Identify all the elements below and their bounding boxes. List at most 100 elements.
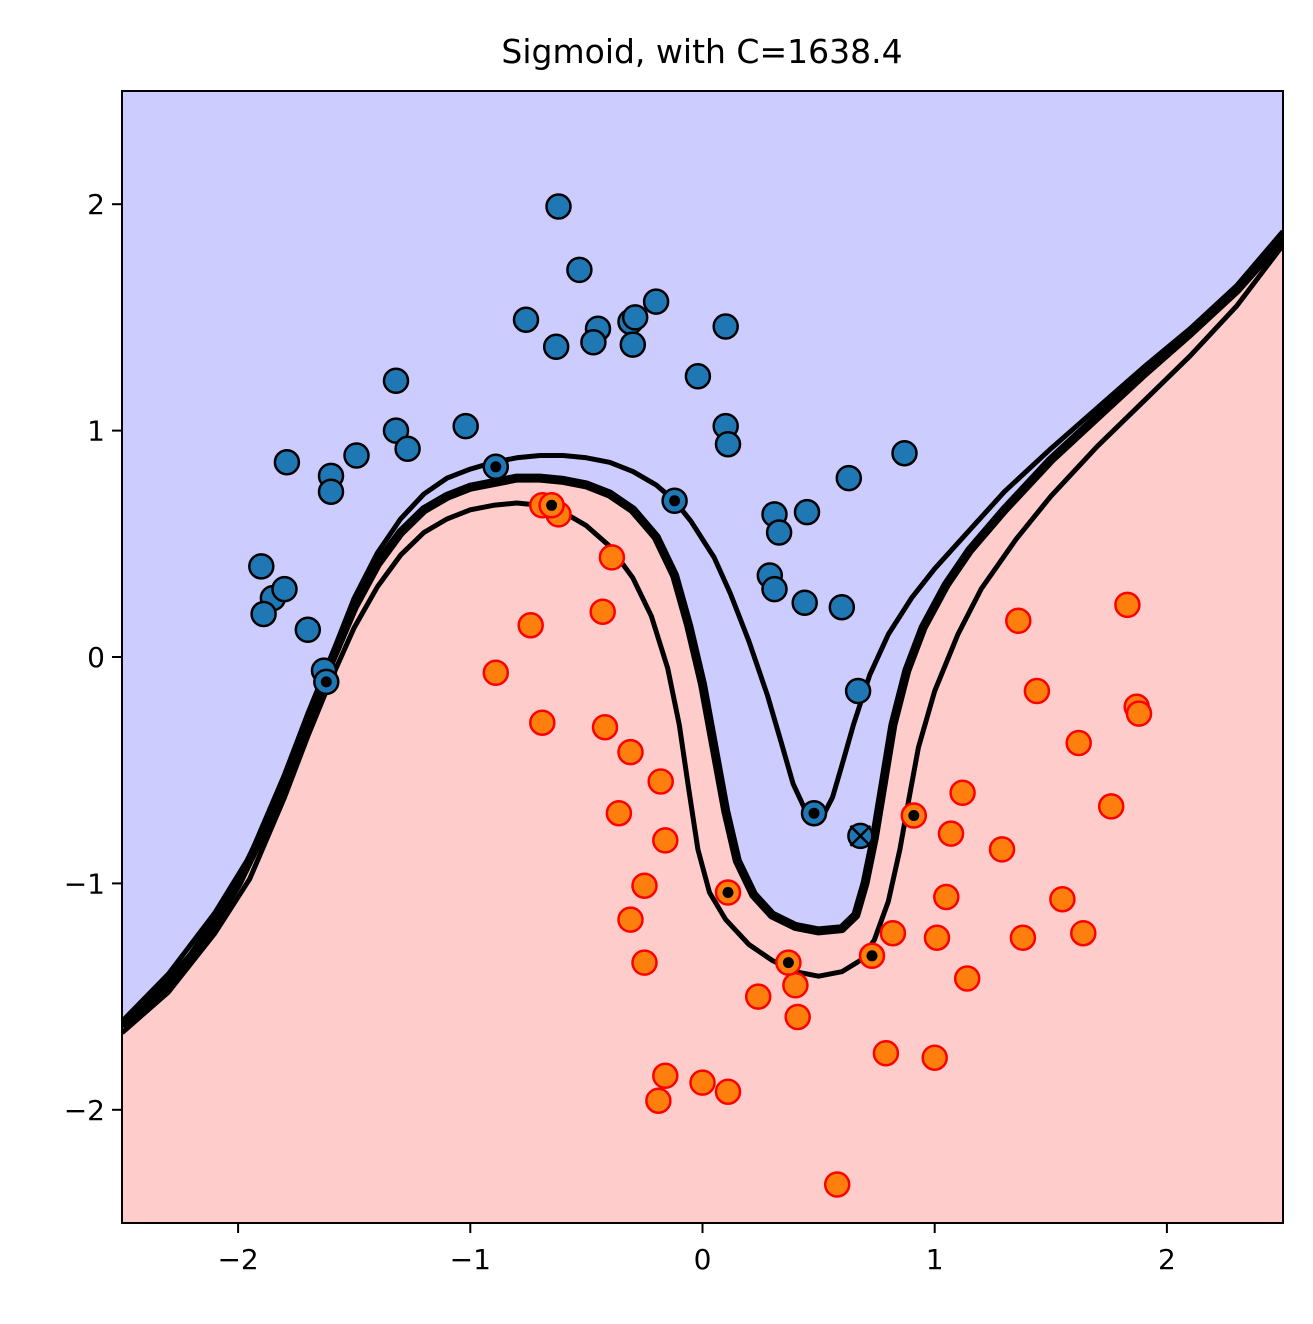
class-0-point [684, 363, 712, 390]
class-1-point [647, 768, 674, 795]
class-0-point [545, 193, 572, 220]
class-0-point [761, 575, 788, 603]
support-vector-center [669, 495, 681, 507]
class-1-point [823, 1171, 851, 1198]
class-0-point [394, 435, 421, 462]
class-1-point [631, 872, 658, 899]
class-1-point [879, 919, 907, 947]
class-0-point [566, 256, 593, 284]
class-0-point [791, 589, 818, 616]
lower-margin-line [122, 243, 1283, 1035]
class-1-point [617, 738, 644, 766]
support-vector-center [782, 957, 794, 969]
decision-boundary-line [122, 235, 1283, 1030]
class-1-point [953, 965, 981, 992]
class-0-point [382, 367, 410, 395]
y-tick-label: −1 [64, 867, 105, 900]
support-vector-center [490, 461, 502, 473]
class-1-point [1023, 677, 1051, 705]
misclassified-marker [847, 822, 874, 850]
x-tick-label: −1 [450, 1243, 491, 1276]
class-1-point [949, 779, 976, 807]
class-0-point [793, 498, 821, 526]
class-1-point [872, 1039, 900, 1067]
support-vector-center [320, 676, 332, 688]
class-0-point [343, 442, 370, 469]
class-1-point [1065, 729, 1092, 757]
class-0-point [621, 304, 649, 331]
class-0-point [580, 329, 607, 356]
class-1-point [1009, 924, 1037, 951]
class-0-point [271, 575, 298, 603]
class-1-point [1005, 607, 1032, 635]
upper-margin-line [122, 229, 1283, 1024]
class-0-point [273, 449, 301, 476]
class-1-point [1049, 885, 1076, 913]
class-0-point [294, 616, 322, 644]
y-tick-label: 2 [87, 188, 105, 221]
y-tick-label: −2 [64, 1094, 105, 1127]
support-vector-center [908, 810, 920, 821]
upper-region [122, 91, 1283, 1026]
class-0-point [248, 553, 275, 580]
x-axis: −2 −1 0 1 2 [217, 1223, 1176, 1276]
class-1-point [598, 544, 626, 571]
boundary-lines [122, 229, 1283, 1035]
lower-region [122, 238, 1283, 1223]
support-vector-center [866, 950, 878, 962]
x-tick-label: 0 [694, 1243, 712, 1276]
class-1-point [652, 827, 679, 854]
class-0-point [642, 288, 670, 315]
class-1-point [591, 713, 619, 741]
class-1-point [714, 1078, 742, 1105]
class-1-point [782, 972, 809, 999]
y-tick-label: 1 [87, 415, 105, 448]
class-1-point [784, 1003, 811, 1031]
class-0-point [844, 677, 872, 705]
class-1-point [529, 709, 556, 736]
support-vector-center [722, 887, 734, 898]
class-0-point [891, 439, 918, 467]
class-1-point [589, 598, 616, 625]
class-0-point [317, 478, 345, 505]
class-1-point [689, 1069, 716, 1096]
class-1-point [631, 949, 658, 976]
class-1-point [605, 799, 633, 827]
class-1-point [517, 612, 544, 639]
class-0-point [712, 313, 739, 340]
class-1-point [482, 659, 510, 687]
support-vector-center [808, 807, 820, 819]
class-0-point [765, 519, 793, 546]
class-1-point [1097, 793, 1125, 820]
class-0-point [619, 331, 647, 358]
y-axis: −2 −1 0 1 2 [64, 188, 122, 1127]
class-1-point [1114, 591, 1141, 619]
chart-title: Sigmoid, with C=1638.4 [501, 32, 902, 71]
class-1-point [652, 1062, 679, 1090]
x-tick-label: 2 [1158, 1243, 1176, 1276]
class-1-point [645, 1087, 672, 1114]
x-tick-label: −2 [217, 1243, 258, 1276]
support-vectors [313, 453, 928, 976]
class-0-point [512, 306, 540, 333]
class-1-point [988, 836, 1016, 863]
class-0-point [828, 593, 856, 621]
class-1-point [617, 906, 644, 933]
class-0-point [835, 464, 863, 492]
class-0-point [250, 600, 277, 628]
class-1-point [744, 983, 772, 1010]
class-1-point [923, 924, 951, 951]
class-0-point [714, 430, 742, 458]
class-1-point [933, 883, 960, 911]
class-1-point [937, 820, 965, 847]
class-1-point [1125, 700, 1153, 727]
support-vector-center [546, 499, 558, 511]
class-0-point [452, 412, 479, 440]
y-tick-label: 0 [87, 641, 105, 674]
class-1-point [921, 1044, 948, 1071]
class-0-point [542, 333, 570, 361]
plot-area [122, 91, 1283, 1223]
class-1-point [1070, 919, 1097, 947]
x-tick-label: 1 [926, 1243, 944, 1276]
